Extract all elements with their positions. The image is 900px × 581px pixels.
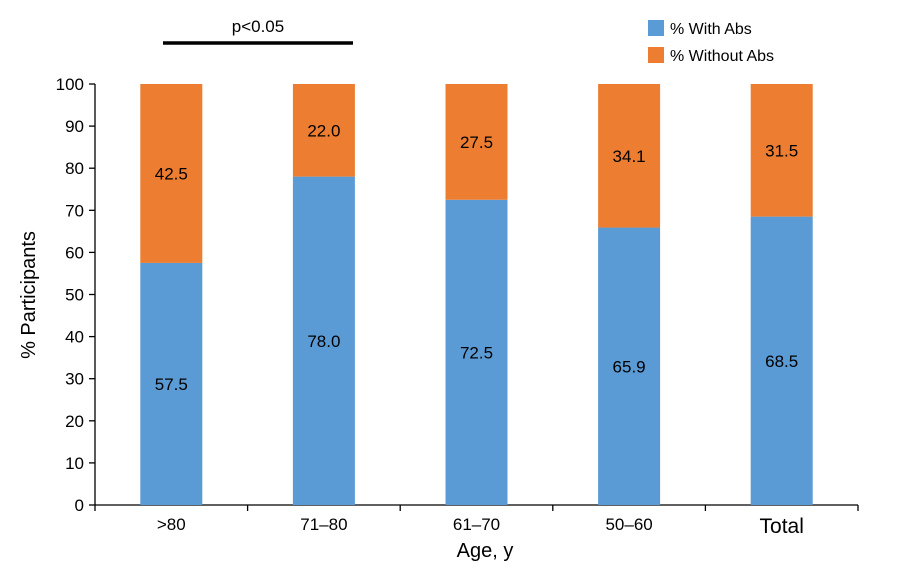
x-tick-label: 71–80 [300,515,347,534]
y-axis-title: % Participants [18,231,40,359]
data-label: 78.0 [307,332,340,351]
bar-with-abs-71-80 [292,176,355,505]
x-tick-label: 61–70 [453,515,500,534]
y-tick-label: 80 [65,159,84,178]
y-axis: 0 10 20 30 40 50 60 70 80 90 100 [56,75,96,515]
significance-annotation: p<0.05 [163,17,353,45]
legend-label-without-abs: % Without Abs [670,48,774,65]
data-label: 27.5 [460,133,493,152]
bar-with-abs-80 [140,262,203,505]
y-tick-label: 60 [65,243,84,262]
y-tick-label: 70 [65,201,84,220]
legend-swatch-without-abs [648,47,664,63]
data-label: 22.0 [307,121,340,140]
significance-label: p<0.05 [232,17,284,36]
data-label: 68.5 [765,352,798,371]
y-tick-label: 20 [65,412,84,431]
data-label: 65.9 [613,357,646,376]
bar-without-abs-80 [140,84,203,263]
data-label: 72.5 [460,343,493,362]
legend-label-with-abs: % With Abs [670,21,752,38]
y-tick-label: 30 [65,370,84,389]
y-tick-label: 0 [75,496,84,515]
legend-swatch-with-abs [648,20,664,36]
data-labels: 57.5 42.5 78.0 22.0 72.5 27.5 65.9 34.1 68.5 31.5 [155,121,798,394]
data-label: 31.5 [765,141,798,160]
x-axis: >80 71–80 61–70 50–60 Total [94,504,859,538]
bar-without-abs-50-60 [598,84,661,228]
legend: % With Abs % Without Abs [648,20,774,65]
data-label: 34.1 [613,147,646,166]
bar-without-abs-total [750,84,813,217]
x-tick-label: 50–60 [605,515,652,534]
y-tick-label: 100 [56,75,84,94]
data-label: 57.5 [155,375,188,394]
x-tick-label: >80 [157,515,186,534]
bar-with-abs-total [750,216,813,506]
x-axis-title: Age, y [457,540,514,562]
bar-without-abs-61-70 [445,84,508,200]
y-tick-label: 50 [65,286,84,305]
y-tick-label: 40 [65,328,84,347]
bar-without-abs-71-80 [292,84,355,177]
bars [140,84,813,506]
y-tick-label: 90 [65,117,84,136]
x-tick-label: Total [760,515,804,538]
bar-with-abs-50-60 [598,227,661,505]
data-label: 42.5 [155,164,188,183]
bar-with-abs-61-70 [445,199,508,505]
y-tick-label: 10 [65,454,84,473]
